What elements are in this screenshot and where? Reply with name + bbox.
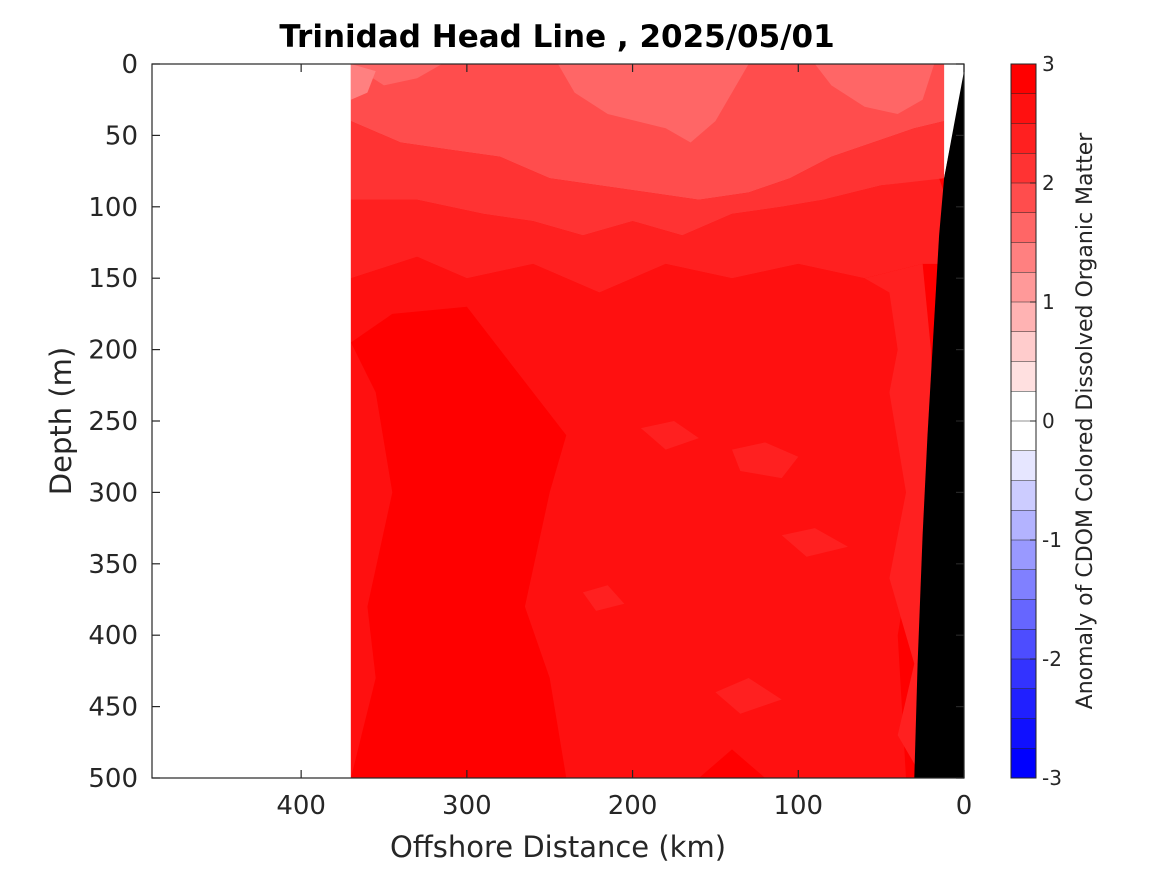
field-contour: [350, 64, 376, 100]
colorbar-swatch: [1011, 450, 1036, 481]
colorbar-swatch: [1011, 480, 1036, 511]
chart-title: Trinidad Head Line , 2025/05/01: [279, 19, 834, 55]
field-contour: [715, 678, 782, 714]
y-axis: 0 50 100 150 200 250 300 350 400 450 500: [88, 50, 964, 794]
bathymetry-profile: [914, 71, 964, 779]
colorbar-swatch: [1011, 123, 1036, 154]
colorbar-swatch: [1011, 302, 1036, 333]
colorbar-tick-label: 2: [1042, 171, 1055, 195]
field-contour: [558, 64, 749, 143]
colorbar-swatch: [1011, 212, 1036, 243]
colorbar-swatch: [1011, 688, 1036, 719]
y-tick-label: 0: [121, 50, 138, 80]
x-tick-label: 0: [956, 791, 973, 821]
field-contour: [350, 121, 945, 236]
field-contour: [582, 585, 625, 611]
colorbar-swatch: [1011, 510, 1036, 541]
y-tick-label: 350: [88, 550, 138, 580]
y-tick-label: 250: [88, 407, 138, 437]
x-axis: 400 300 200 100 0: [276, 64, 972, 821]
y-tick-label: 400: [88, 621, 138, 651]
colorbar-swatch: [1011, 540, 1036, 571]
x-tick-label: 400: [276, 791, 326, 821]
field-contour: [732, 442, 799, 479]
colorbar-swatch: [1011, 64, 1036, 95]
y-tick-label: 50: [105, 121, 138, 151]
colorbar-tick-label: 3: [1042, 52, 1055, 76]
y-tick-label: 200: [88, 336, 138, 366]
y-tick-label: 300: [88, 478, 138, 508]
field-contour: [350, 178, 945, 293]
colorbar-tick-label: -1: [1042, 528, 1062, 552]
field-contour: [350, 64, 442, 86]
y-tick-label: 500: [88, 764, 138, 794]
colorbar-tick-label: -2: [1042, 647, 1062, 671]
colorbar: 3 2 1 0 -1 -2 -3: [1010, 52, 1062, 790]
anomaly-field: [350, 64, 964, 778]
colorbar-swatch: [1011, 421, 1036, 452]
x-tick-label: 200: [608, 791, 658, 821]
x-tick-label: 100: [773, 791, 823, 821]
field-contour: [781, 528, 848, 557]
colorbar-swatch: [1011, 331, 1036, 362]
field-contour: [864, 263, 935, 778]
field-contour: [350, 64, 945, 200]
colorbar-swatch: [1011, 183, 1036, 214]
colorbar-tick-label: 0: [1042, 409, 1055, 433]
y-axis-label: Depth (m): [44, 347, 78, 495]
x-tick-label: 300: [442, 791, 492, 821]
field-contour: [814, 64, 935, 114]
y-tick-label: 450: [88, 693, 138, 723]
colorbar-swatch: [1011, 153, 1036, 184]
field-contour: [350, 342, 393, 778]
colorbar-label: Anomaly of CDOM Colored Dissolved Organi…: [1073, 132, 1098, 710]
field-contour: [640, 421, 699, 450]
colorbar-swatch: [1011, 93, 1036, 124]
colorbar-swatch: [1011, 748, 1036, 779]
field-contour: [350, 256, 931, 778]
colorbar-swatch: [1011, 569, 1036, 600]
x-axis-label: Offshore Distance (km): [390, 830, 726, 864]
field-missing-wedge: [944, 64, 964, 179]
colorbar-tick-label: 1: [1042, 290, 1055, 314]
colorbar-swatch: [1011, 242, 1036, 273]
colorbar-swatch: [1011, 718, 1036, 749]
y-tick-label: 150: [88, 264, 138, 294]
colorbar-swatch: [1011, 391, 1036, 422]
colorbar-swatch: [1011, 629, 1036, 660]
colorbar-swatch: [1011, 272, 1036, 303]
colorbar-swatch: [1011, 361, 1036, 392]
colorbar-swatch: [1011, 599, 1036, 630]
colorbar-swatch: [1011, 659, 1036, 690]
y-tick-label: 100: [88, 193, 138, 223]
colorbar-tick-label: -3: [1042, 766, 1062, 790]
plot-area: 400 300 200 100 0 0 50 100 150 200 250 300 350 400 45…: [88, 50, 972, 821]
